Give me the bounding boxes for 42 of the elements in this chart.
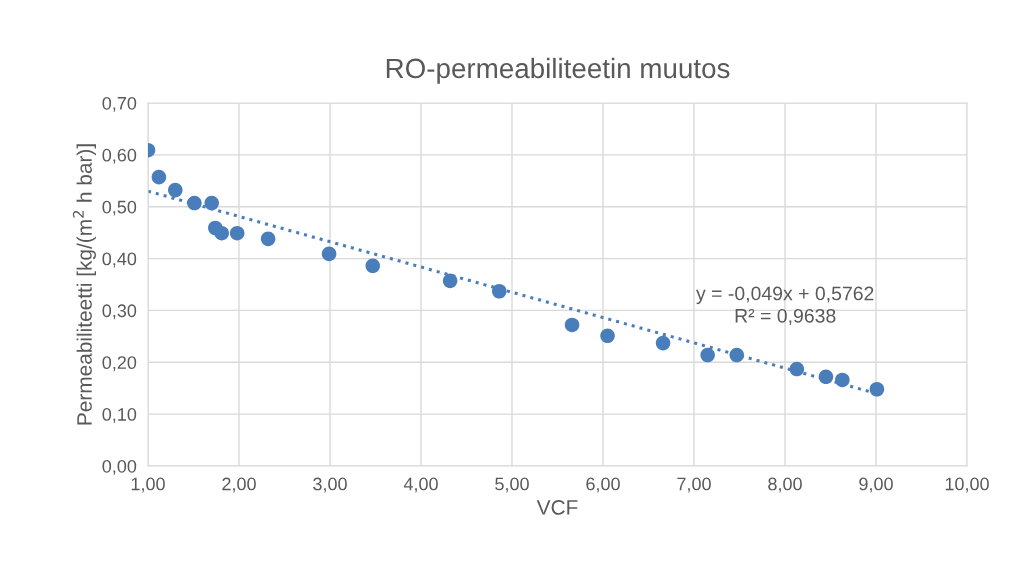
x-tick-label: 4,00 [403, 477, 438, 493]
point [564, 317, 580, 333]
y-tick-label: 0,20 [102, 356, 137, 372]
annotation: y = -0,049x + 0,5762 R² = 0,9638 [696, 286, 874, 325]
x-tick-label: 7,00 [677, 477, 711, 493]
y-tick-label: 0,70 [102, 96, 137, 112]
point [151, 169, 167, 185]
point [187, 195, 202, 211]
y-tick-label: 0,30 [102, 304, 137, 320]
point [321, 246, 337, 262]
x-tick-label: 9,00 [859, 477, 893, 493]
y-tick-label: 0,10 [102, 408, 137, 423]
x-tick-label: 1,00 [131, 477, 165, 493]
y-tick-label: 0,40 [102, 252, 137, 268]
point [229, 225, 245, 241]
point [365, 258, 381, 274]
point [700, 347, 715, 363]
point [655, 335, 671, 351]
x-tick-label: 5,00 [495, 477, 529, 493]
point [442, 273, 458, 289]
point [214, 225, 229, 241]
point [600, 328, 615, 344]
x-tick-label: 8,00 [768, 477, 802, 493]
y-tick-label: 0,60 [102, 148, 137, 164]
point [168, 182, 183, 198]
x-tick-label: 3,00 [313, 477, 347, 493]
point [789, 361, 805, 377]
y-tick-label: 0,00 [102, 459, 137, 475]
x-tick-label: 6,00 [586, 477, 620, 493]
x-tick-label: 2,00 [222, 477, 256, 493]
point [835, 372, 850, 388]
point [260, 231, 276, 247]
x-tick-label: 10,00 [945, 477, 989, 493]
point [818, 369, 834, 385]
chart-title: RO-permeabiliteetin muutos [386, 57, 730, 84]
point [491, 283, 507, 299]
y-tick-label: 0,50 [102, 200, 137, 216]
y-axis-title: Permeabiliteetti [kg/(m$^{2}$ h bar)] [72, 144, 96, 425]
x-axis-title: VCF [536, 500, 578, 515]
point [729, 347, 745, 363]
point [204, 195, 219, 211]
point [869, 381, 885, 397]
